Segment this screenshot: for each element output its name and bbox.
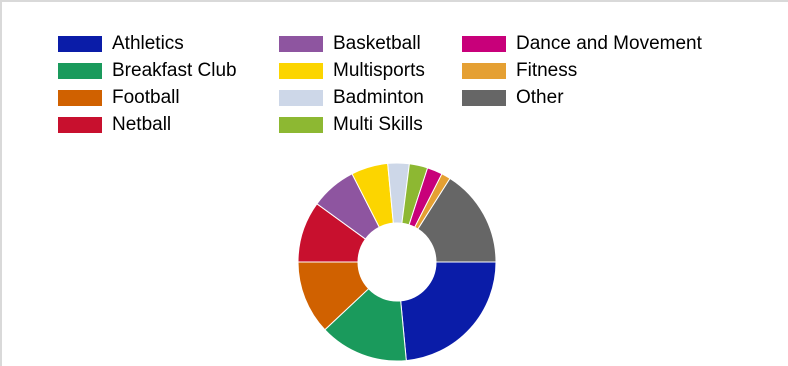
legend-label: Dance and Movement: [516, 33, 702, 54]
legend-item-badminton: Badminton: [279, 87, 424, 109]
legend-swatch: [279, 117, 323, 133]
legend-item-other: Other: [462, 87, 564, 109]
legend-item-football: Football: [58, 87, 180, 109]
legend-item-dance-and-movement: Dance and Movement: [462, 33, 702, 55]
legend-item-netball: Netball: [58, 114, 171, 136]
legend-label: Football: [112, 87, 180, 108]
legend-swatch: [462, 90, 506, 106]
legend-label: Other: [516, 87, 564, 108]
chart-legend: Athletics Breakfast Club Football Netball Ba…: [58, 33, 778, 143]
legend-label: Fitness: [516, 60, 578, 81]
legend-swatch: [462, 63, 506, 79]
legend-item-breakfast-club: Breakfast Club: [58, 60, 237, 82]
legend-swatch: [58, 63, 102, 79]
donut-chart: [297, 162, 497, 362]
legend-label: Multi Skills: [333, 114, 423, 135]
legend-label: Basketball: [333, 33, 421, 54]
legend-swatch: [58, 36, 102, 52]
legend-swatch: [462, 36, 506, 52]
legend-item-multisports: Multisports: [279, 60, 425, 82]
legend-label: Netball: [112, 114, 172, 135]
legend-swatch: [279, 90, 323, 106]
legend-label: Athletics: [112, 33, 184, 54]
legend-item-basketball: Basketball: [279, 33, 421, 55]
donut-slice-athletics: [400, 261, 497, 362]
legend-label: Breakfast Club: [112, 60, 237, 81]
legend-item-athletics: Athletics: [58, 33, 184, 55]
legend-label: Badminton: [333, 87, 424, 108]
legend-swatch: [279, 63, 323, 79]
legend-swatch: [279, 36, 323, 52]
donut-slice-other: [417, 177, 497, 263]
legend-swatch: [58, 90, 102, 106]
legend-swatch: [58, 117, 102, 133]
legend-label: Multisports: [333, 60, 425, 81]
legend-item-multi-skills: Multi Skills: [279, 114, 423, 136]
legend-item-fitness: Fitness: [462, 60, 577, 82]
